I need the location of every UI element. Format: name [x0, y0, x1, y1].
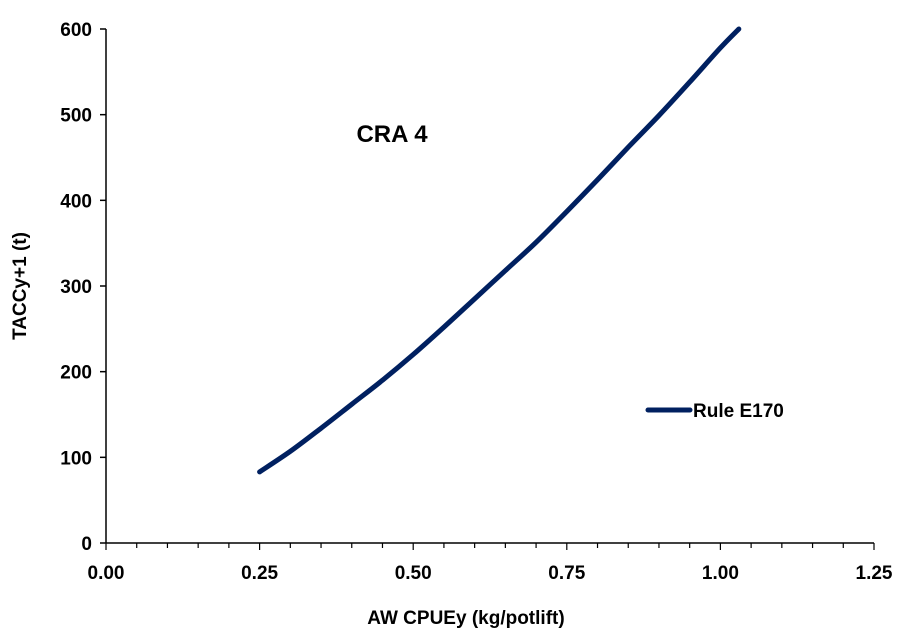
y-tick-label: 0 [81, 534, 92, 555]
y-tick-label: 200 [60, 363, 92, 384]
x-tick-label: 0.50 [395, 563, 432, 584]
series-line-0 [257, 26, 742, 475]
chart-title: CRA 4 [356, 121, 428, 148]
x-tick-label: 0.75 [548, 563, 585, 584]
y-tick-label: 600 [60, 20, 92, 41]
y-tick-label: 300 [60, 277, 92, 298]
y-tick-label: 100 [60, 448, 92, 469]
series-layer [257, 26, 742, 475]
y-tick-label: 400 [60, 191, 92, 212]
x-tick-label: 0.25 [241, 563, 278, 584]
legend: Rule E170 [645, 401, 784, 422]
x-axis-title: AW CPUEy (kg/potlift) [367, 608, 564, 629]
y-axis-title: TACCy+1 (t) [10, 232, 31, 340]
x-tick-label: 1.25 [856, 563, 893, 584]
ticks: 0 100 200 300 400 500 600 0.00 0.25 0.50 0.75 1.00 1… [60, 20, 893, 584]
x-tick-label: 0.00 [88, 563, 125, 584]
x-tick-label: 1.00 [702, 563, 739, 584]
y-tick-label: 500 [60, 106, 92, 127]
legend-label: Rule E170 [693, 401, 784, 422]
